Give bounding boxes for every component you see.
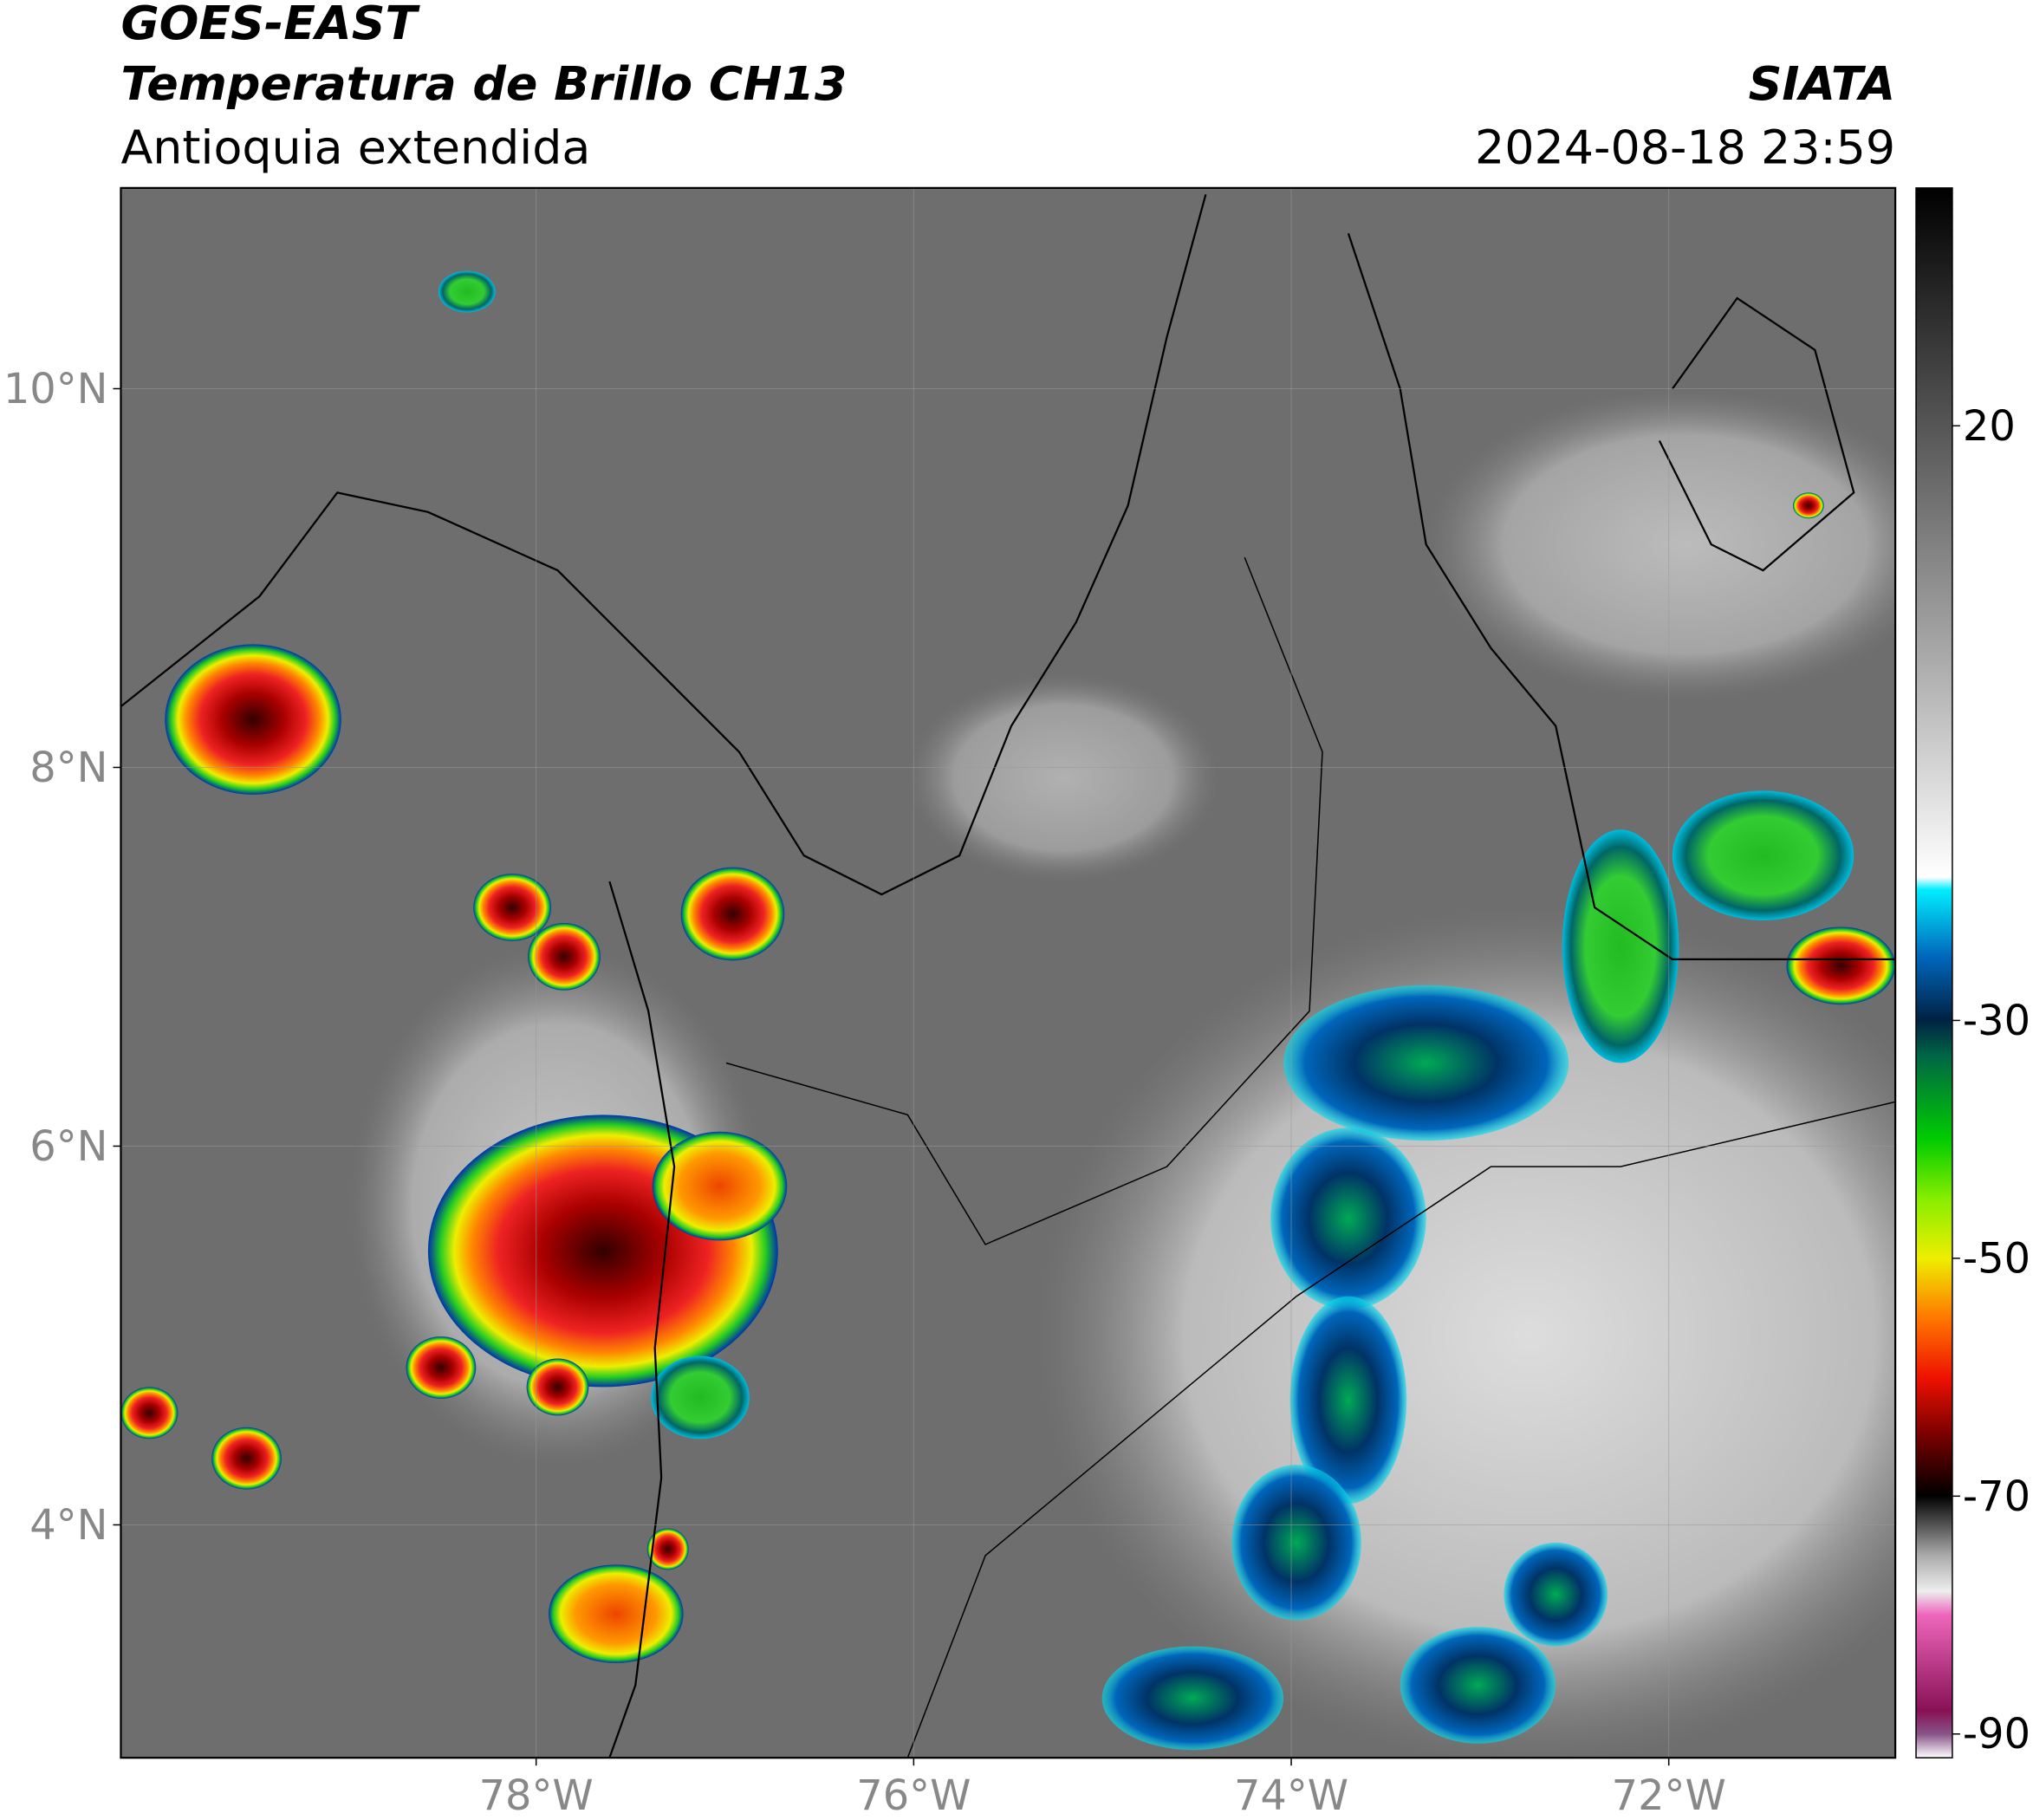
satellite: GOES-EAST <box>120 0 420 50</box>
colorbar <box>1915 187 1953 1758</box>
graticule <box>120 187 1896 1758</box>
colorbar-tick-label: 20 <box>1963 403 2016 451</box>
y-tick-label: 4°N <box>29 1502 107 1550</box>
y-tick-label: 6°N <box>29 1123 107 1171</box>
y-tick-label: 8°N <box>29 744 107 792</box>
product: Temperatura de Brillo CH13 <box>120 56 847 111</box>
region: Antioquia extendida <box>120 120 590 174</box>
y-tick-label: 10°N <box>3 366 108 413</box>
x-tick-label: 72°W <box>1612 1772 1726 1820</box>
colorbar-tick-label: -50 <box>1963 1235 2030 1283</box>
imagery <box>120 187 1896 1758</box>
x-tick-label: 74°W <box>1234 1772 1348 1820</box>
colorbar-tick-label: -70 <box>1963 1473 2030 1521</box>
agency: SIATA <box>1749 56 1896 111</box>
x-tick-label: 78°W <box>479 1772 594 1820</box>
colorbar-tick-label: -30 <box>1963 998 2030 1045</box>
datetime: 2024-08-18 23:59 <box>1475 120 1895 174</box>
colorbar-tick-label: -90 <box>1963 1711 2030 1758</box>
x-tick-label: 76°W <box>856 1772 971 1820</box>
map-frame <box>120 186 1897 1759</box>
